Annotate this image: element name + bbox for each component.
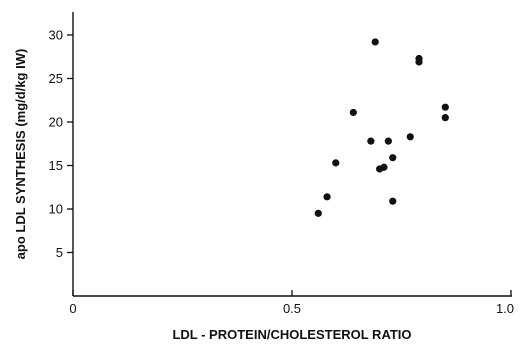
data-point [323, 193, 331, 201]
y-tick-label: 15 [49, 158, 63, 173]
x-tick-label: 0 [69, 301, 76, 316]
x-tick-label: 1.0 [496, 301, 514, 316]
plot-area [72, 12, 512, 297]
data-point [380, 163, 388, 171]
y-axis-ticks: 5 10 15 20 25 30 [49, 28, 73, 260]
y-tick-label: 30 [49, 28, 63, 43]
data-point [441, 114, 449, 122]
x-tick-label: 0.5 [283, 301, 301, 316]
data-point [406, 133, 414, 141]
data-points [314, 38, 449, 217]
data-point [389, 197, 397, 205]
y-axis-title: apo LDL SYNTHESIS (mg/d/kg IW) [13, 49, 28, 260]
y-tick-label: 20 [49, 115, 63, 130]
data-point [314, 209, 322, 217]
data-point [389, 154, 397, 162]
x-axis-title: LDL - PROTEIN/CHOLESTEROL RATIO [172, 327, 411, 342]
data-point [349, 108, 357, 117]
data-point [415, 58, 423, 66]
data-point [371, 38, 379, 46]
x-axis-ticks: 0 0.5 1.0 [69, 290, 514, 316]
data-point [332, 159, 340, 167]
y-tick-label: 25 [49, 71, 63, 86]
data-point [367, 137, 375, 145]
data-point [384, 137, 392, 145]
y-tick-label: 5 [56, 245, 63, 260]
data-point [441, 103, 449, 111]
y-tick-label: 10 [49, 202, 63, 217]
